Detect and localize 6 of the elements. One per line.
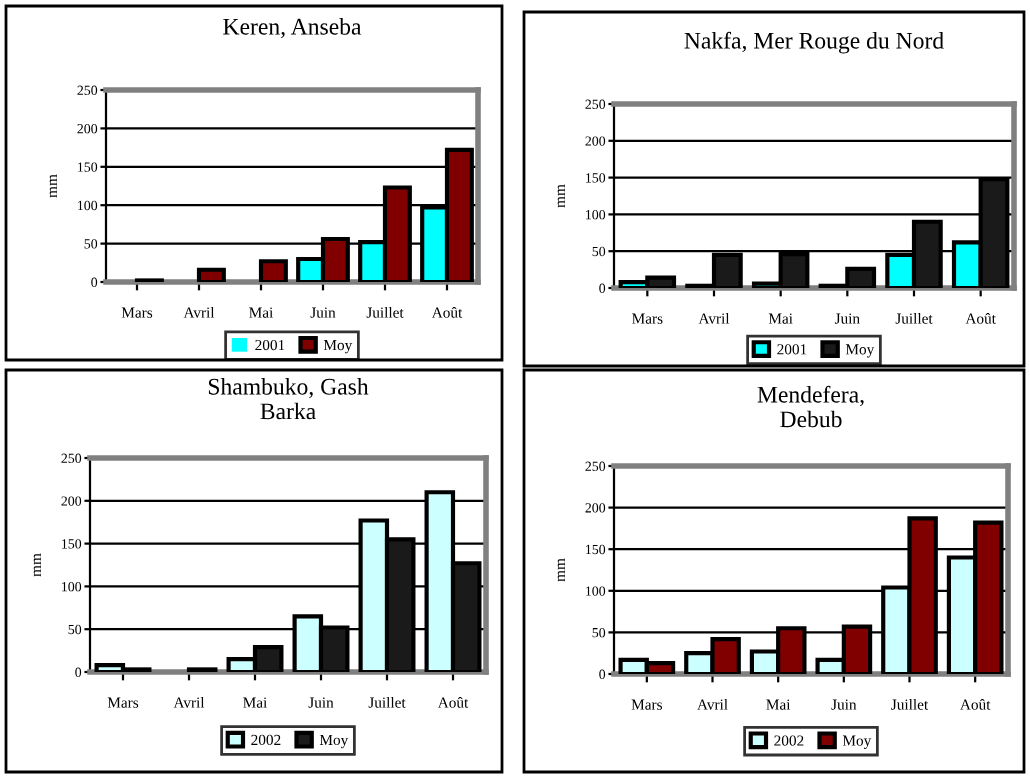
bar [196,267,226,282]
chart-title: Shambuko, Gash Barka [208,378,369,420]
chart-title: Nakfa, Mer Rouge du Nord [684,31,944,54]
chart-title: Mendefera, Debub [757,385,864,428]
chart-title: Keren, Anseba [223,18,362,39]
bar [258,259,288,282]
